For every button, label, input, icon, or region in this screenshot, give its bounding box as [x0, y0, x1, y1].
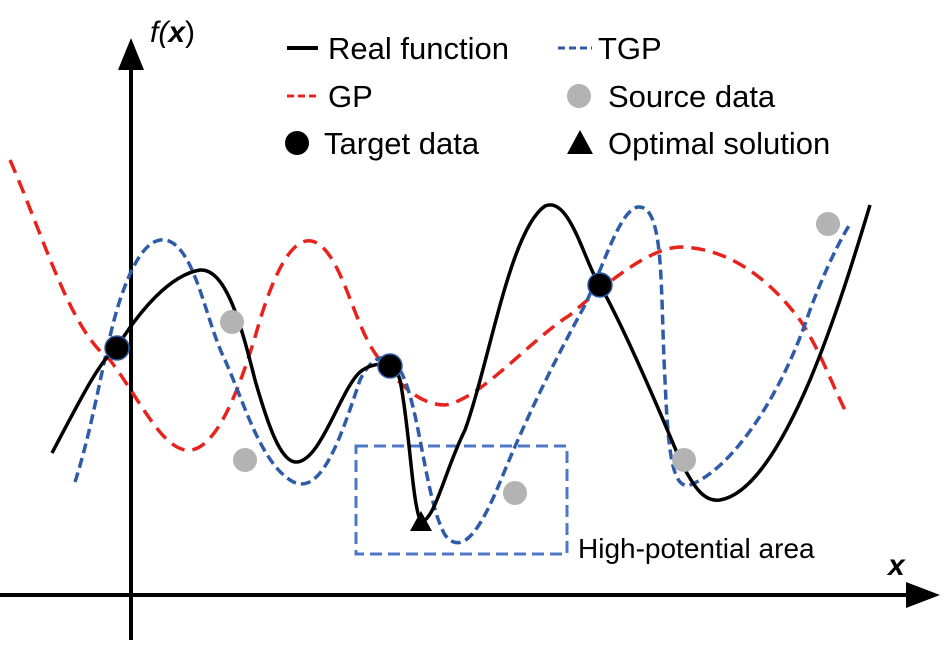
legend-label: GP	[328, 79, 373, 114]
legend-label: Target data	[324, 126, 480, 161]
source-data-point	[220, 310, 244, 334]
legend-triangle-icon	[567, 130, 593, 154]
legend-item-tgp: TGP	[558, 31, 662, 66]
source-data-point	[503, 481, 527, 505]
source-data-points	[220, 212, 840, 505]
real-function-curve	[50, 203, 872, 524]
source-data-point	[816, 212, 840, 236]
legend-label: TGP	[598, 31, 662, 66]
target-data-point	[587, 272, 613, 298]
gp-curve	[8, 159, 847, 452]
x-axis-arrow	[906, 582, 940, 608]
source-data-point	[672, 448, 696, 472]
high-potential-box	[354, 444, 569, 556]
legend-item-source-data: Source data	[567, 79, 776, 114]
legend-item-gp: GP	[287, 79, 373, 114]
legend-item-optimal-solution: Optimal solution	[567, 126, 830, 161]
high-potential-area: High-potential area	[354, 444, 815, 564]
high-potential-label: High-potential area	[578, 533, 815, 564]
optimal-solution-marker	[410, 511, 432, 531]
legend-label: Optimal solution	[608, 126, 830, 161]
tgp-curve	[73, 205, 852, 545]
legend-item-target-data: Target data	[285, 126, 480, 161]
legend: Real function TGP GP Source data Target …	[285, 31, 830, 161]
target-data-point	[104, 335, 130, 361]
legend-item-real-function: Real function	[287, 31, 509, 66]
y-axis-label-var: x	[166, 16, 186, 49]
legend-label: Real function	[328, 31, 509, 66]
y-axis-label-close: )	[185, 16, 195, 49]
source-data-point	[233, 448, 257, 472]
y-axis-label-func: f(	[150, 16, 171, 49]
y-axis-label: f(x)	[150, 16, 195, 49]
target-data-point	[377, 353, 403, 379]
y-axis-arrow	[118, 38, 144, 70]
legend-label: Source data	[608, 79, 776, 114]
axes: f(x) x	[0, 16, 940, 640]
legend-circle-icon	[285, 131, 309, 155]
target-data-points	[104, 272, 613, 379]
x-axis-label: x	[886, 549, 906, 582]
legend-circle-icon	[567, 84, 591, 108]
